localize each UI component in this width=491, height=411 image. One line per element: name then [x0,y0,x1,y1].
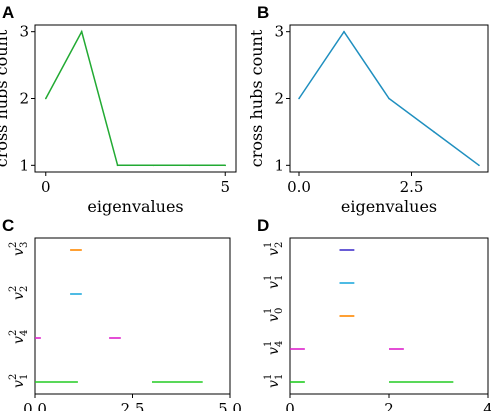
row-label-symbol: v [11,336,27,344]
x-axis-label: eigenvalues [341,197,437,216]
row-label: v1 1 [263,275,285,289]
series-line [45,29,226,167]
x-tick-label: 5 [220,178,230,196]
data-point [224,164,227,167]
panel-letter: A [2,3,14,22]
data-point [433,131,435,133]
row-label-superscript: 2 [8,374,19,380]
plot-frame [34,24,237,173]
x-axis-label: eigenvalues [87,197,183,216]
x-tick-label: 2.5 [121,400,145,411]
x-tick-label: 5.0 [218,400,242,411]
row-label-superscript: 1 [263,275,274,281]
panel-a: A 0 5 1 2 3 eigenvalues cross hubs count [0,3,237,216]
panel-b: B 0.0 2.5 1 2 3 eigenvalues cross hubs count [247,3,489,216]
row-label-subscript: 1 [274,275,285,281]
y-axis-label: cross hubs count [247,29,266,167]
y-tick-label: 2 [274,90,284,108]
row-label: v1 0 [263,308,285,322]
row-label-subscript: 3 [19,242,30,248]
data-point [152,164,155,167]
row-label-subscript: 0 [274,308,285,314]
data-point [80,30,83,33]
row-label: v2 4 [8,330,30,344]
y-tick-label: 3 [19,23,29,41]
row-label-subscript: 4 [274,341,285,347]
x-tick-label: 4 [483,400,491,411]
row-label-subscript: 4 [19,330,30,336]
x-tick-label: 0 [41,178,51,196]
x-tick-label: 0.0 [23,400,47,411]
x-tick-label: 2 [384,400,394,411]
row-label-symbol: v [11,380,27,388]
row-label-subscript: 2 [19,286,30,292]
x-tick-label: 0 [285,400,295,411]
row-label-symbol: v [266,347,282,355]
y-tick-label: 1 [274,156,284,174]
row-label-symbol: v [11,292,27,300]
data-point [343,30,345,33]
data-point [44,97,47,100]
row-label-symbol: v [266,380,282,388]
row-label-symbol: v [11,248,27,256]
y-axis-label: cross hubs count [0,29,11,167]
y-tick-label: 3 [274,23,284,41]
data-point [116,164,119,167]
row-label: v2 2 [8,286,30,300]
row-label-subscript: 2 [274,242,285,248]
y-tick-label: 2 [19,90,29,108]
row-label: v1 4 [263,341,285,355]
row-label: v1 1 [263,374,285,388]
panel-letter: B [257,3,269,22]
row-label-symbol: v [266,248,282,256]
data-point [298,97,300,100]
data-point [188,164,191,167]
plot-frame [34,237,231,395]
row-label-symbol: v [266,314,282,322]
panel-d: D0 2 4v1 1v1 4v1 0v1 1v1 2 [257,216,491,411]
row-label-superscript: 2 [8,330,19,336]
plot-frame [289,237,489,395]
row-label-subscript: 1 [19,374,30,380]
row-label-superscript: 1 [263,308,274,314]
row-label-superscript: 2 [8,242,19,248]
row-label-superscript: 1 [263,341,274,347]
row-label-superscript: 1 [263,374,274,380]
data-point [478,164,480,167]
x-tick-label: 0.0 [287,178,311,196]
row-label-superscript: 2 [8,286,19,292]
x-tick-label: 2.5 [400,178,424,196]
row-label-subscript: 1 [274,374,285,380]
panel-c: C0.0 2.5 5.0v2 1v2 4v2 2v2 3 [2,216,242,411]
panel-letter: C [2,216,14,235]
row-label: v2 1 [8,374,30,388]
row-label: v2 3 [8,242,30,256]
row-label-superscript: 1 [263,242,274,248]
row-label-symbol: v [266,281,282,289]
row-label: v1 2 [263,242,285,256]
panel-letter: D [257,216,269,235]
y-tick-label: 1 [19,156,29,174]
data-point [388,97,390,100]
